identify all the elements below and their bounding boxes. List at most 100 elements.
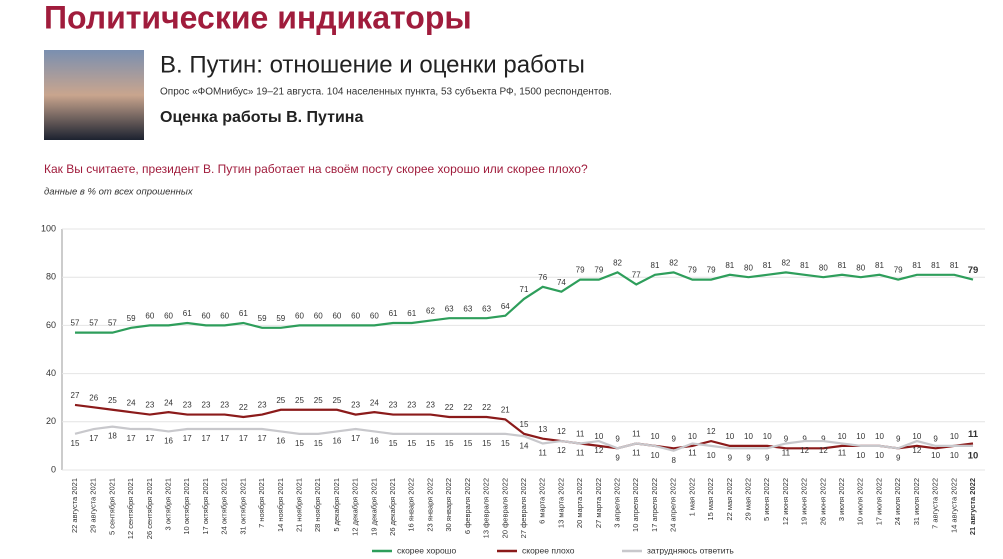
data-label: 79 [688,266,697,275]
data-label: 23 [202,401,211,410]
data-label: 24 [164,398,173,407]
data-label: 81 [651,261,660,270]
x-tick-label: 15 мая 2022 [706,478,715,521]
data-label: 12 [557,446,566,455]
data-label: 61 [239,309,248,318]
y-tick-label: 80 [46,272,56,282]
data-label: 24 [127,398,136,407]
data-label: 10 [594,432,603,441]
data-label: 15 [314,439,323,448]
data-label: 12 [557,427,566,436]
x-tick-label: 3 октября 2021 [164,478,173,531]
data-label: 81 [725,261,734,270]
data-label: 80 [856,263,865,272]
data-label: 74 [557,278,566,287]
legend-label: скорее хорошо [397,545,456,555]
data-label: 10 [744,432,753,441]
data-label: 10 [651,432,660,441]
data-label: 10 [651,451,660,460]
data-label: 10 [763,432,772,441]
x-tick-label: 3 июля 2022 [837,478,846,521]
x-tick-label: 5 декабря 2021 [332,478,341,532]
x-tick-label: 7 августа 2022 [931,478,940,529]
data-label: 71 [520,285,529,294]
line [74,403,974,450]
heading: Оценка работы В. Путина [160,109,363,126]
x-tick-label: 24 апреля 2022 [669,478,678,532]
x-tick-label: 29 августа 2021 [89,478,98,533]
data-label: 17 [239,434,248,443]
data-label: 11 [632,449,641,458]
y-tick-label: 40 [46,368,56,378]
data-label: 15 [482,439,491,448]
x-tick-label: 22 августа 2021 [70,478,79,533]
data-label: 10 [875,451,884,460]
y-tick-label: 100 [41,223,56,233]
data-label: 9 [933,434,938,443]
x-tick-label: 5 июня 2022 [762,478,771,521]
data-label: 15 [501,439,510,448]
data-label: 23 [351,401,360,410]
data-label: 9 [746,453,751,462]
data-label: 11 [782,449,791,458]
data-label: 77 [632,271,641,280]
x-tick-label: 26 декабря 2021 [388,478,397,536]
data-label: 10 [856,451,865,460]
x-tick-label: 19 декабря 2021 [369,478,378,536]
data-label: 63 [463,304,472,313]
x-tick-label: 6 февраля 2022 [463,478,472,534]
data-label: 11 [838,449,847,458]
x-tick-label: 20 марта 2022 [575,478,584,528]
data-label: 81 [950,261,959,270]
data-label: 17 [127,434,136,443]
data-label: 10 [912,432,921,441]
data-label: 81 [931,261,940,270]
data-label: 81 [912,261,921,270]
chart-title: Как Вы считаете, президент В. Путин рабо… [44,162,588,176]
data-label: 23 [407,401,416,410]
data-label: 17 [202,434,211,443]
data-label: 9 [896,453,901,462]
x-tick-label: 13 февраля 2022 [482,478,491,538]
data-label: 24 [370,398,379,407]
data-label: 16 [164,437,173,446]
data-label: 10 [950,432,959,441]
page-subtitle: Опрос «ФОМнибус» 19–21 августа. 104 насе… [160,86,612,98]
data-label: 60 [164,312,173,321]
data-label: 15 [445,439,454,448]
data-label: 79 [968,265,979,276]
data-label: 15 [407,439,416,448]
data-label: 79 [594,266,603,275]
data-label: 82 [613,258,622,267]
data-label: 25 [295,396,304,405]
data-label: 17 [351,434,360,443]
data-label: 22 [445,403,454,412]
x-tick-label: 12 сентября 2021 [126,478,135,539]
data-label: 61 [389,309,398,318]
data-label: 81 [800,261,809,270]
data-label: 63 [445,304,454,313]
data-label: 80 [744,263,753,272]
x-tick-label: 1 мая 2022 [687,478,696,516]
data-label: 57 [89,319,98,328]
data-label: 63 [482,304,491,313]
data-label: 23 [426,401,435,410]
data-label: 76 [538,273,547,282]
data-label: 22 [482,403,491,412]
x-tick-label: 17 октября 2021 [201,478,210,535]
data-label: 15 [71,439,80,448]
x-tick-label: 22 мая 2022 [725,478,734,521]
x-tick-label: 21 ноября 2021 [294,478,303,532]
photo [44,50,144,140]
data-label: 9 [615,434,620,443]
x-tick-label: 23 января 2022 [425,478,434,532]
x-tick-label: 27 марта 2022 [594,478,603,528]
data-label: 18 [108,432,117,441]
data-label: 17 [220,434,229,443]
x-tick-label: 27 февраля 2022 [519,478,528,538]
data-label: 11 [968,429,979,440]
data-label: 23 [258,401,267,410]
data-label: 23 [183,401,192,410]
data-label: 9 [802,434,807,443]
